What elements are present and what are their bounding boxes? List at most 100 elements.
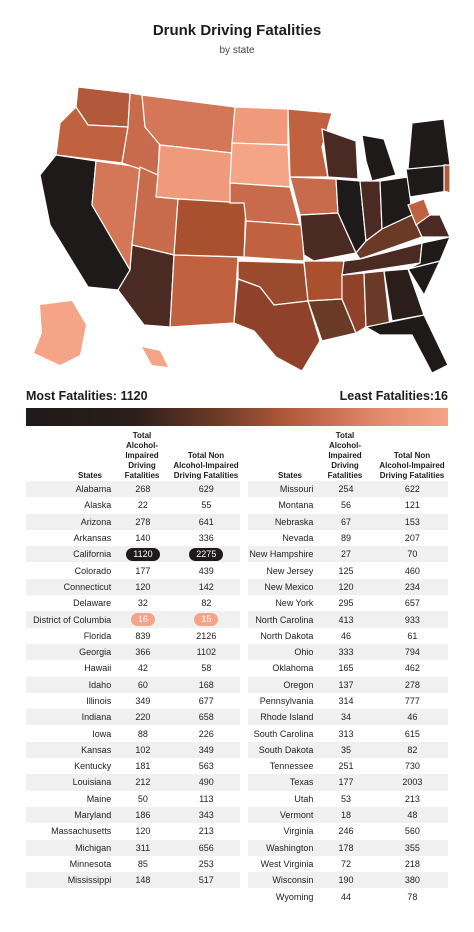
state-name-cell: North Carolina xyxy=(255,614,314,625)
alcohol-fatalities-cell: 268 xyxy=(135,484,151,495)
table-row: Wyoming 44 78 xyxy=(248,888,448,904)
map-pennsylvania xyxy=(405,164,449,198)
alcohol-fatalities-cell: 177 xyxy=(135,565,151,576)
state-name-cell: Alabama xyxy=(75,484,112,495)
state-name-cell: South Carolina xyxy=(253,728,314,739)
map-michigan xyxy=(361,134,397,182)
alcohol-fatalities-cell: 120 xyxy=(135,581,151,592)
alcohol-fatalities-cell: 22 xyxy=(137,500,148,511)
column-header-non-alcohol: Total Non Alcohol-Impaired Driving Fatalit… xyxy=(173,451,239,480)
state-name-cell: Alaska xyxy=(84,500,112,511)
alcohol-fatalities-cell: 85 xyxy=(137,858,148,869)
table-row: Alabama 268 629 xyxy=(26,481,240,498)
table-row: Alaska 22 55 xyxy=(26,497,240,513)
state-name-cell: Tennessee xyxy=(269,761,314,772)
non-alcohol-fatalities-cell: 349 xyxy=(198,744,214,755)
table-row: Delaware 32 82 xyxy=(26,595,240,611)
legend-least-label: Least Fatalities:16 xyxy=(339,389,448,403)
state-name-cell: Arkansas xyxy=(73,533,112,544)
alcohol-fatalities-cell: 53 xyxy=(341,793,352,804)
non-alcohol-fatalities-cell: 730 xyxy=(404,761,420,772)
non-alcohol-fatalities-cell: 2126 xyxy=(196,630,217,641)
table-row: Texas 177 2003 xyxy=(248,774,448,791)
non-alcohol-fatalities-cell: 70 xyxy=(407,549,418,560)
non-alcohol-fatalities-cell: 218 xyxy=(404,858,420,869)
non-alcohol-fatalities-cell: 439 xyxy=(198,565,214,576)
alcohol-fatalities-cell: 251 xyxy=(338,761,354,772)
alcohol-fatalities-cell: 67 xyxy=(341,516,352,527)
non-alcohol-fatalities-cell: 142 xyxy=(198,581,214,592)
alcohol-fatalities-cell: 56 xyxy=(341,500,352,511)
state-name-cell: New Mexico xyxy=(264,581,314,592)
non-alcohol-fatalities-cell: 560 xyxy=(404,826,420,837)
non-alcohol-fatalities-cell: 168 xyxy=(198,679,214,690)
table-row: Nebraska 67 153 xyxy=(248,513,448,530)
table-row: Iowa 88 226 xyxy=(26,725,240,741)
column-header-alcohol: Total Alcohol-Impaired Driving Fatalities xyxy=(327,431,363,480)
map-north-dakota xyxy=(231,106,289,146)
non-alcohol-fatalities-cell: 380 xyxy=(404,875,420,886)
state-name-cell: Minnesota xyxy=(69,858,112,869)
table-row: Florida 839 2126 xyxy=(26,628,240,644)
alcohol-fatalities-cell: 125 xyxy=(338,565,354,576)
state-name-cell: Rhode Island xyxy=(260,712,314,723)
table-row: Indiana 220 658 xyxy=(26,709,240,726)
non-alcohol-fatalities-cell: 629 xyxy=(198,484,214,495)
table-row: Montana 56 121 xyxy=(248,497,448,513)
table-right-header: States Total Alcohol-Impaired Driving Fata… xyxy=(248,431,448,481)
state-name-cell: Utah xyxy=(294,793,314,804)
state-name-cell: Vermont xyxy=(279,810,314,821)
non-alcohol-fatalities-cell: 2003 xyxy=(402,777,423,788)
non-alcohol-fatalities-cell: 615 xyxy=(404,728,420,739)
contiguous-us xyxy=(39,86,450,374)
alcohol-fatalities-cell: 35 xyxy=(341,744,352,755)
alcohol-fatalities-cell: 349 xyxy=(135,696,151,706)
alcohol-fatalities-cell: 178 xyxy=(338,842,354,853)
table-row: Tennessee 251 730 xyxy=(248,758,448,774)
state-name-cell: Connecticut xyxy=(63,581,112,592)
alcohol-fatalities-cell: 212 xyxy=(135,777,151,788)
state-name-cell: Wyoming xyxy=(275,891,314,902)
table-row: Maryland 186 343 xyxy=(26,806,240,824)
table-row: Oregon 137 278 xyxy=(248,676,448,693)
map-alaska xyxy=(34,301,86,365)
alcohol-fatalities-cell: 46 xyxy=(341,630,352,641)
alcohol-fatalities-cell: 1120 xyxy=(113,547,172,561)
map-new-jersey xyxy=(443,164,450,194)
non-alcohol-fatalities-cell: 213 xyxy=(198,826,214,837)
state-name-cell: Wisconsin xyxy=(272,875,314,886)
table-row: Virginia 246 560 xyxy=(248,823,448,839)
table-row: Pennsylvania 314 777 xyxy=(248,693,448,709)
state-name-cell: Florida xyxy=(83,630,112,641)
non-alcohol-fatalities-cell: 207 xyxy=(404,533,420,544)
state-name-cell: Hawaii xyxy=(84,663,112,674)
alcohol-fatalities-cell: 246 xyxy=(338,826,354,837)
table-row: Kentucky 181 563 xyxy=(26,758,240,774)
state-name-cell: New Hampshire xyxy=(249,549,314,560)
alcohol-fatalities-cell: 148 xyxy=(135,875,151,886)
alcohol-fatalities-cell: 89 xyxy=(341,533,352,544)
map-west-virginia xyxy=(407,198,431,226)
table-row: Michigan 311 656 xyxy=(26,839,240,856)
map-texas xyxy=(233,278,321,372)
table-row: District of Columbia 16 15 xyxy=(26,611,240,628)
non-alcohol-fatalities-cell: 677 xyxy=(198,696,214,706)
map-wisconsin xyxy=(321,128,359,180)
non-alcohol-fatalities-cell: 46 xyxy=(407,712,418,723)
alcohol-fatalities-cell: 16 xyxy=(113,613,172,627)
state-name-cell: Colorado xyxy=(74,565,112,576)
alcohol-fatalities-cell: 413 xyxy=(338,614,354,625)
state-name-cell: California xyxy=(73,549,112,560)
state-name-cell: Maine xyxy=(86,793,112,804)
non-alcohol-fatalities-cell: 777 xyxy=(404,696,420,706)
non-alcohol-fatalities-cell: 355 xyxy=(404,842,420,853)
map-arkansas xyxy=(303,260,345,302)
us-choropleth-map xyxy=(34,86,450,374)
alcohol-fatalities-cell: 60 xyxy=(137,679,148,690)
table-left-header: States Total Alcohol-Impaired Driving Fata… xyxy=(26,431,240,481)
alcohol-fatalities-cell: 311 xyxy=(135,842,151,853)
map-wyoming xyxy=(155,144,233,204)
table-row: New York 295 657 xyxy=(248,595,448,611)
alcohol-fatalities-cell: 313 xyxy=(338,728,354,739)
map-kansas xyxy=(243,220,305,262)
